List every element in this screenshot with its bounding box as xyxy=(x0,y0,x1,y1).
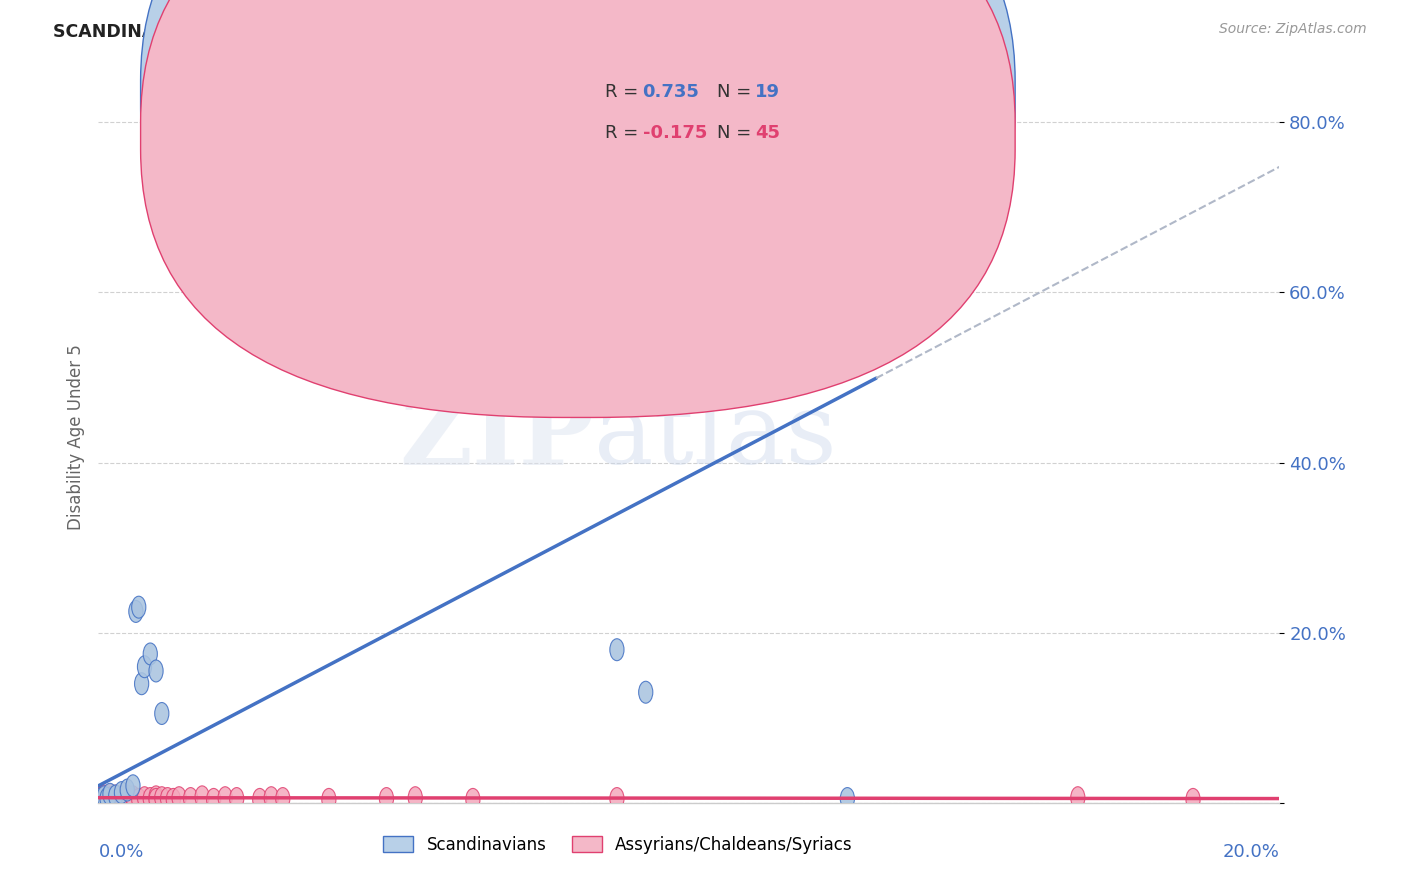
Text: Source: ZipAtlas.com: Source: ZipAtlas.com xyxy=(1219,22,1367,37)
Ellipse shape xyxy=(132,596,146,618)
Ellipse shape xyxy=(253,789,267,810)
Ellipse shape xyxy=(783,196,797,219)
Ellipse shape xyxy=(132,789,146,810)
Ellipse shape xyxy=(143,788,157,810)
Text: 0.0%: 0.0% xyxy=(98,843,143,861)
Ellipse shape xyxy=(114,781,128,804)
Ellipse shape xyxy=(94,788,108,810)
Ellipse shape xyxy=(207,789,221,810)
Ellipse shape xyxy=(184,788,198,810)
Ellipse shape xyxy=(149,789,163,810)
Ellipse shape xyxy=(94,787,108,809)
Text: 20.0%: 20.0% xyxy=(1223,843,1279,861)
Ellipse shape xyxy=(108,789,122,810)
Ellipse shape xyxy=(108,785,122,807)
Ellipse shape xyxy=(104,787,118,809)
Ellipse shape xyxy=(94,789,108,810)
Ellipse shape xyxy=(127,788,141,810)
Ellipse shape xyxy=(160,788,174,810)
Ellipse shape xyxy=(103,783,117,805)
Ellipse shape xyxy=(229,788,243,810)
Ellipse shape xyxy=(408,787,422,809)
Ellipse shape xyxy=(103,788,117,810)
Ellipse shape xyxy=(98,787,112,809)
Ellipse shape xyxy=(322,789,336,810)
Ellipse shape xyxy=(108,785,122,807)
Ellipse shape xyxy=(149,660,163,682)
Ellipse shape xyxy=(110,787,124,809)
Ellipse shape xyxy=(114,788,128,810)
Text: 45: 45 xyxy=(755,124,780,142)
Ellipse shape xyxy=(135,673,149,695)
Ellipse shape xyxy=(97,786,111,808)
Ellipse shape xyxy=(114,786,128,808)
Ellipse shape xyxy=(155,787,169,809)
Text: 19: 19 xyxy=(755,83,780,101)
Ellipse shape xyxy=(172,787,186,809)
Ellipse shape xyxy=(638,681,652,703)
Ellipse shape xyxy=(841,788,855,810)
Ellipse shape xyxy=(129,600,143,623)
Ellipse shape xyxy=(103,784,117,806)
Ellipse shape xyxy=(276,788,290,810)
Text: ZIP: ZIP xyxy=(399,389,595,485)
Ellipse shape xyxy=(264,787,278,809)
Legend: Scandinavians, Assyrians/Chaldeans/Syriacs: Scandinavians, Assyrians/Chaldeans/Syria… xyxy=(377,829,859,860)
Ellipse shape xyxy=(120,785,135,807)
Ellipse shape xyxy=(610,788,624,810)
Text: -0.175: -0.175 xyxy=(643,124,707,142)
Text: R =: R = xyxy=(605,124,644,142)
Text: N =: N = xyxy=(717,124,756,142)
Ellipse shape xyxy=(138,656,152,678)
Ellipse shape xyxy=(97,788,111,810)
Ellipse shape xyxy=(96,786,110,808)
Ellipse shape xyxy=(127,775,141,797)
Ellipse shape xyxy=(218,787,232,809)
Text: SCANDINAVIAN VS ASSYRIAN/CHALDEAN/SYRIAC DISABILITY AGE UNDER 5 CORRELATION CHAR: SCANDINAVIAN VS ASSYRIAN/CHALDEAN/SYRIAC… xyxy=(53,22,997,40)
Text: N =: N = xyxy=(717,83,756,101)
Ellipse shape xyxy=(97,785,111,807)
Ellipse shape xyxy=(93,788,107,810)
Ellipse shape xyxy=(1071,787,1085,809)
Text: 0.735: 0.735 xyxy=(643,83,699,101)
Ellipse shape xyxy=(149,786,163,808)
Text: atlas: atlas xyxy=(595,389,837,485)
Ellipse shape xyxy=(155,703,169,724)
Ellipse shape xyxy=(465,789,479,810)
Ellipse shape xyxy=(101,786,115,808)
Text: R =: R = xyxy=(605,83,644,101)
Ellipse shape xyxy=(100,788,114,810)
Ellipse shape xyxy=(610,639,624,661)
Ellipse shape xyxy=(195,786,209,808)
Ellipse shape xyxy=(120,789,135,810)
Ellipse shape xyxy=(138,787,152,809)
Ellipse shape xyxy=(166,789,180,810)
Y-axis label: Disability Age Under 5: Disability Age Under 5 xyxy=(66,344,84,530)
Ellipse shape xyxy=(127,786,141,808)
Ellipse shape xyxy=(380,788,394,810)
Ellipse shape xyxy=(120,779,135,801)
Ellipse shape xyxy=(100,789,114,810)
Ellipse shape xyxy=(1185,789,1201,810)
Ellipse shape xyxy=(143,643,157,665)
